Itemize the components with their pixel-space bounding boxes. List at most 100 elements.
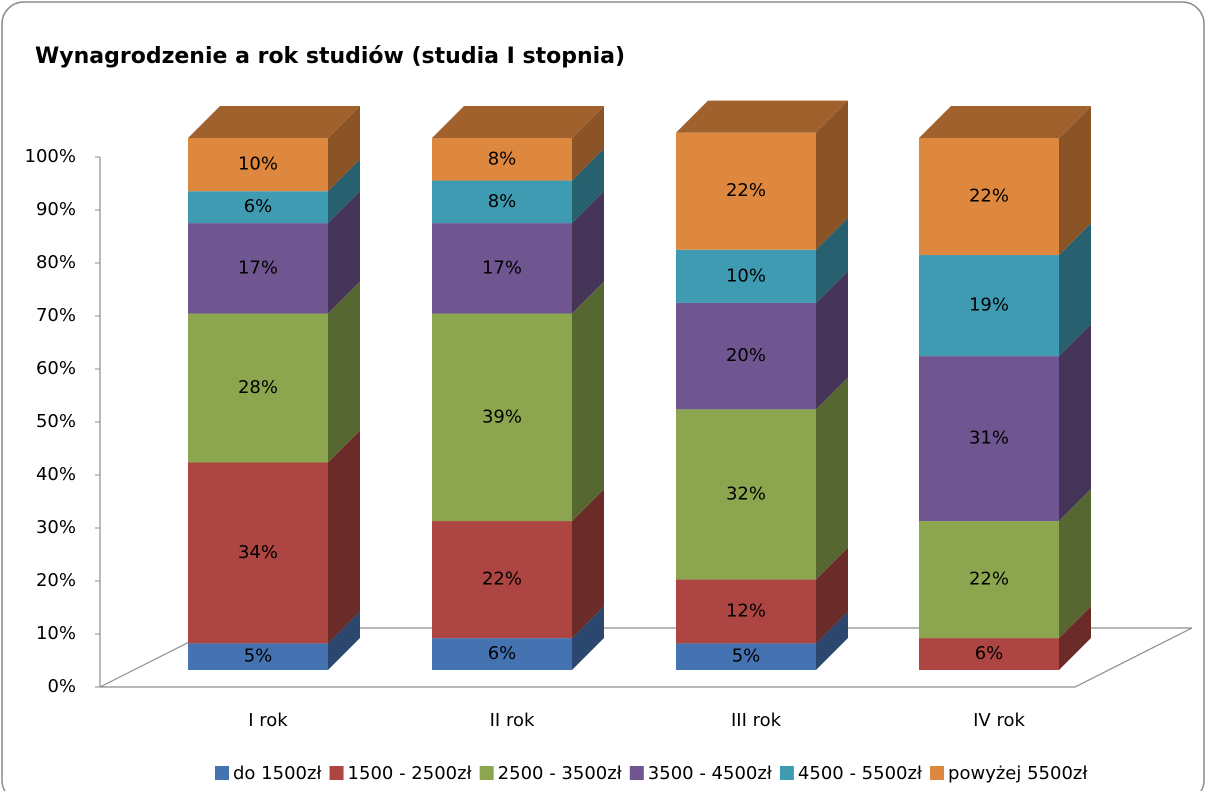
y-tick-label: 100% xyxy=(25,146,76,167)
y-tick-label: 90% xyxy=(36,199,76,220)
bar-segment xyxy=(432,521,572,639)
y-tick-label: 40% xyxy=(36,464,76,485)
bar-segment xyxy=(676,132,816,250)
x-tick-label: II rok xyxy=(490,710,535,731)
data-label: 10% xyxy=(726,265,766,286)
bar-segment xyxy=(919,638,1059,670)
bar-side xyxy=(1059,106,1091,256)
data-label: 10% xyxy=(238,154,278,175)
bar-segment xyxy=(188,643,328,670)
legend-swatch xyxy=(329,766,344,780)
data-label: 6% xyxy=(975,643,1004,664)
bar-segment xyxy=(188,191,328,224)
legend-swatch xyxy=(930,766,945,780)
y-tick-label: 30% xyxy=(36,517,76,538)
data-label: 22% xyxy=(726,180,766,201)
bar-side xyxy=(1059,223,1091,357)
bar-top xyxy=(432,106,604,138)
legend-swatch xyxy=(779,766,794,780)
y-tick-label: 80% xyxy=(36,252,76,273)
legend-label: powyżej 5500zł xyxy=(948,763,1088,784)
data-label: 22% xyxy=(969,186,1009,207)
bar-segment xyxy=(432,180,572,224)
bar-side xyxy=(1059,606,1091,670)
data-label: 28% xyxy=(238,377,278,398)
data-label: 22% xyxy=(482,569,522,590)
bar-segment xyxy=(432,638,572,670)
data-label: 17% xyxy=(238,257,278,278)
bar-segment xyxy=(188,462,328,644)
bar-side xyxy=(328,106,360,192)
bar-top xyxy=(676,100,848,133)
x-tick-label: IV rok xyxy=(973,710,1025,731)
bar-side xyxy=(816,217,848,303)
bar-side xyxy=(816,100,848,250)
bar-top xyxy=(919,106,1091,138)
data-label: 19% xyxy=(969,295,1009,316)
legend-label: 2500 - 3500zł xyxy=(498,763,623,784)
chart-title: Wynagrodzenie a rok studiów (studia I st… xyxy=(35,44,625,69)
bar-side xyxy=(1059,489,1091,639)
bar-segment xyxy=(676,249,816,303)
bar-segment xyxy=(676,643,816,670)
data-label: 6% xyxy=(488,643,517,664)
bar-segment xyxy=(432,223,572,314)
bar-side xyxy=(1059,324,1091,522)
bar-side xyxy=(328,430,360,644)
bar-side xyxy=(572,106,604,181)
x-tick-label: III rok xyxy=(731,710,782,731)
bar-side xyxy=(572,281,604,522)
floor xyxy=(99,627,1193,688)
bar-side xyxy=(816,270,848,410)
legend-label: 4500 - 5500zł xyxy=(798,763,923,784)
bar-segment xyxy=(919,521,1059,639)
bar-segment xyxy=(432,313,572,522)
data-label: 39% xyxy=(482,406,522,427)
legend-swatch xyxy=(479,766,494,780)
bar-side xyxy=(572,606,604,670)
data-label: 5% xyxy=(732,646,761,667)
data-label: 31% xyxy=(969,428,1009,449)
bar-side xyxy=(816,611,848,670)
legend-label: 3500 - 4500zł xyxy=(648,763,773,784)
bar-segment xyxy=(676,409,816,580)
bar-segment xyxy=(919,356,1059,522)
data-label: 22% xyxy=(969,569,1009,590)
bar-side xyxy=(572,489,604,639)
data-label: 20% xyxy=(726,345,766,366)
legend-label: 1500 - 2500zł xyxy=(348,763,473,784)
data-label: 8% xyxy=(488,191,517,212)
data-label: 12% xyxy=(726,600,766,621)
bar-segment xyxy=(676,302,816,410)
bar-side xyxy=(816,377,848,580)
bar-segment xyxy=(919,255,1059,357)
y-tick-label: 10% xyxy=(36,623,76,644)
bar-segment xyxy=(188,138,328,192)
y-tick-label: 60% xyxy=(36,358,76,379)
bar-segment xyxy=(919,138,1059,256)
bar-side xyxy=(328,281,360,463)
data-label: 5% xyxy=(244,646,273,667)
x-tick-label: I rok xyxy=(248,710,288,731)
y-tick-label: 70% xyxy=(36,305,76,326)
bar-segment xyxy=(188,223,328,314)
bar-side xyxy=(328,159,360,224)
bar-segment xyxy=(432,138,572,181)
bar-top xyxy=(188,106,360,138)
legend-swatch xyxy=(629,766,644,780)
y-tick-label: 20% xyxy=(36,570,76,591)
legend-label: do 1500zł xyxy=(233,763,322,784)
bar-side xyxy=(328,611,360,670)
bar-segment xyxy=(188,313,328,463)
data-label: 8% xyxy=(488,148,517,169)
bar-side xyxy=(572,191,604,314)
data-label: 32% xyxy=(726,483,766,504)
bar-side xyxy=(572,148,604,224)
bar-side xyxy=(816,547,848,644)
data-label: 6% xyxy=(244,196,273,217)
data-label: 17% xyxy=(482,257,522,278)
bar-segment xyxy=(676,579,816,644)
y-tick-label: 0% xyxy=(47,676,76,697)
legend-swatch xyxy=(215,766,229,780)
